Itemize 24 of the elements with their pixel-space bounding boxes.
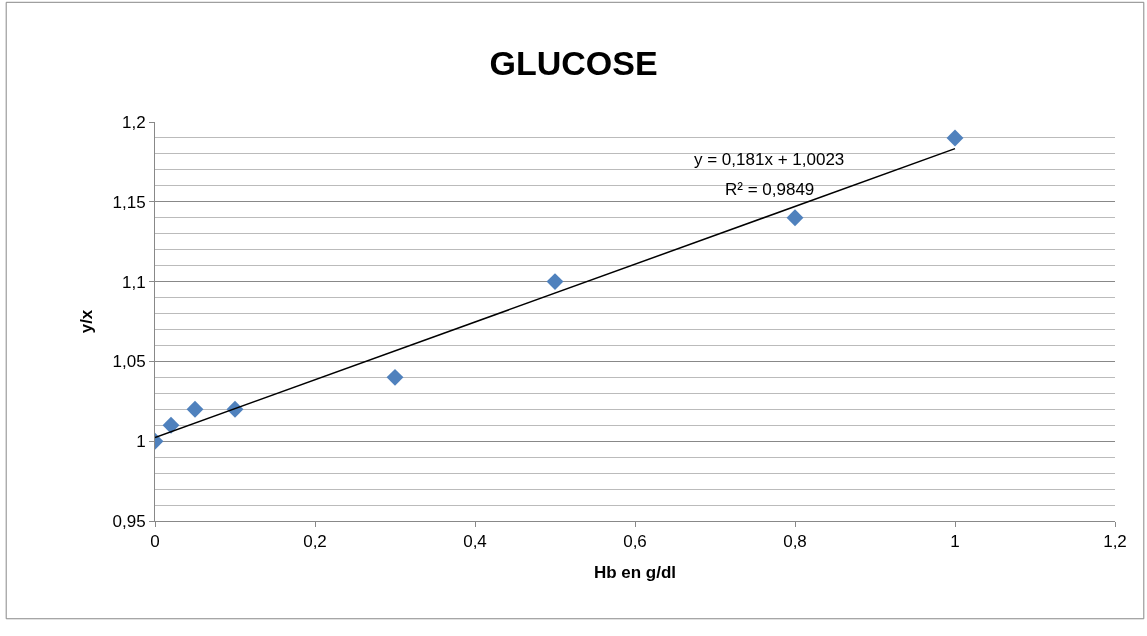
point: [946, 129, 964, 147]
x-axis-title: Hb en g/dl: [593, 562, 677, 582]
y-tick-label: 1: [136, 432, 146, 452]
point: [162, 416, 180, 434]
chart-title: GLUCOSE: [489, 43, 658, 82]
y-tick-label: 0,95: [112, 511, 146, 531]
y-tick-label: 1,05: [112, 352, 146, 372]
point: [386, 368, 404, 386]
x-tick-label: 1: [950, 532, 960, 552]
point: [186, 400, 204, 418]
x-tick-label: 0: [150, 532, 160, 552]
y-tick-label: 1,15: [112, 192, 146, 212]
y-tick-label: 1,2: [121, 112, 146, 132]
x-tick-label: 0,8: [783, 532, 807, 552]
x-tick-label: 0,6: [623, 532, 647, 552]
x-tick-label: 1,2: [1103, 532, 1127, 552]
annotation: y = 0,181x + 1,0023: [694, 150, 845, 169]
point: [546, 273, 564, 291]
y-tick-label: 1,1: [121, 272, 146, 292]
point: [786, 209, 804, 227]
y-axis-title: y/x: [77, 309, 97, 334]
annotation: R² = 0,9849: [725, 180, 815, 199]
x-tick-label: 0,4: [463, 532, 487, 552]
x-tick-label: 0,2: [303, 532, 327, 552]
